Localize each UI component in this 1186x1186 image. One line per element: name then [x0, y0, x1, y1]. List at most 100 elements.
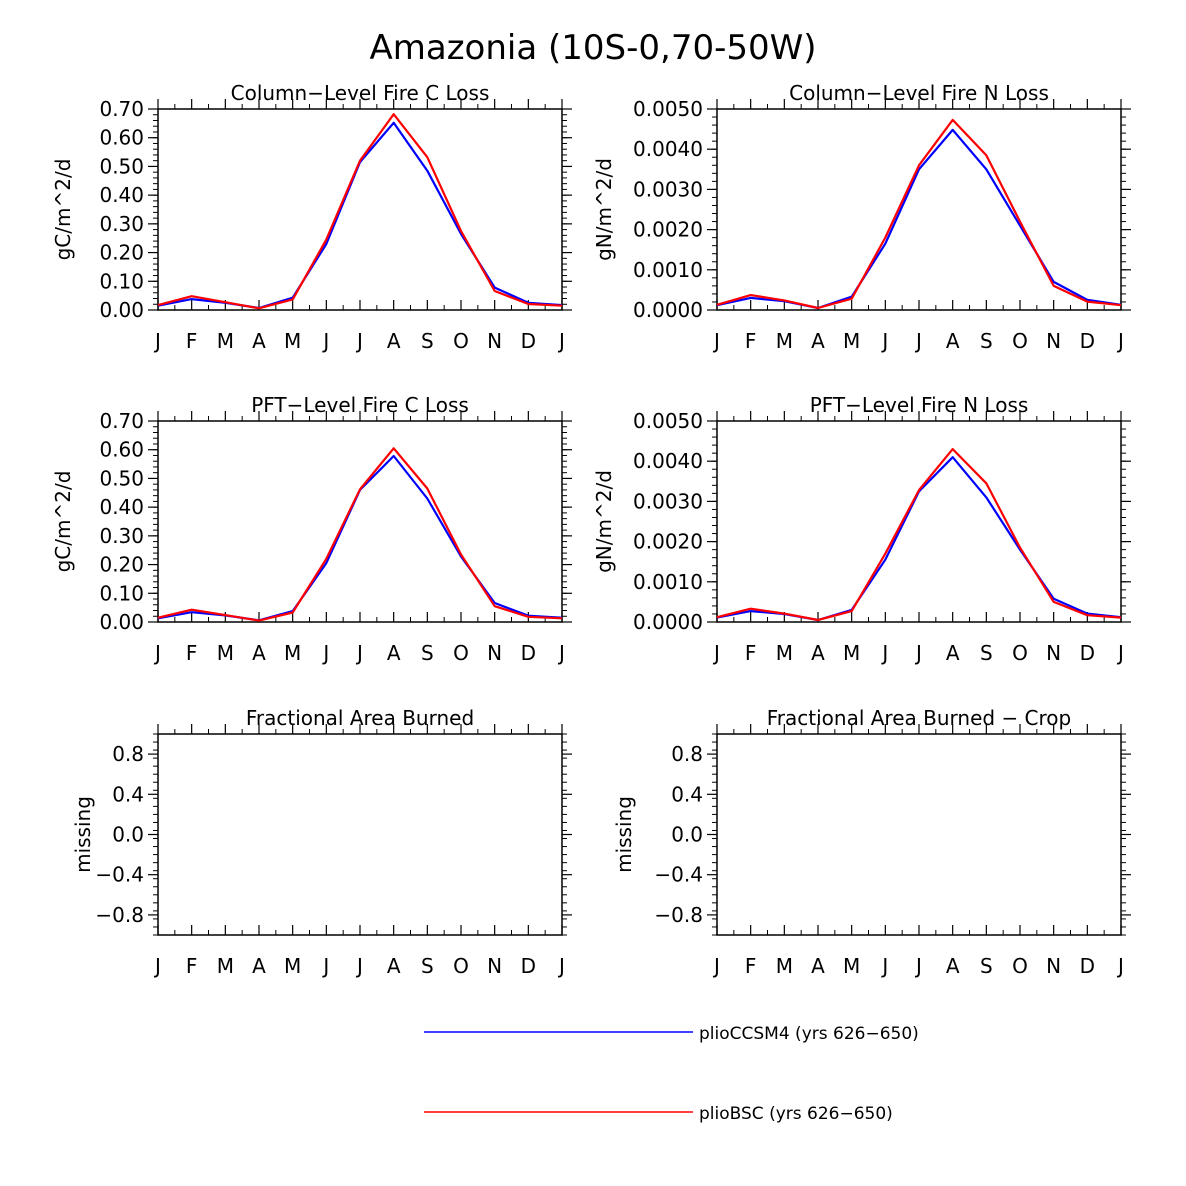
x-tick-label: M [284, 329, 301, 353]
x-tick-label: J [880, 329, 888, 353]
y-tick-label: 0.0050 [633, 409, 703, 433]
x-tick-label: F [745, 641, 757, 665]
y-tick-label: 0.00 [99, 610, 144, 634]
subplot-title: PFT−Level Fire C Loss [251, 393, 469, 417]
x-tick-label: A [811, 641, 825, 665]
plot-frame [716, 420, 1122, 623]
y-tick-label: 0.50 [99, 154, 144, 178]
series-line-plioccsm4 [157, 454, 563, 622]
y-tick-label: 0.0 [671, 823, 703, 847]
y-tick-label: 0.40 [99, 183, 144, 207]
y-tick-label: −0.8 [95, 903, 144, 927]
y-tick-label: 0.0 [112, 823, 144, 847]
y-axis-label: gC/m^2/d [51, 159, 75, 261]
y-tick-label: 0.10 [99, 269, 144, 293]
x-tick-label: O [453, 329, 469, 353]
x-tick-label: N [1046, 641, 1061, 665]
y-tick-label: 0.30 [99, 524, 144, 548]
y-tick-label: 0.70 [99, 409, 144, 433]
y-tick-label: 0.0040 [633, 449, 703, 473]
panel-6: J F M A M J J A S O N D J−0.8−0.40.00.40.8Fractional… [612, 706, 1131, 978]
subplot-title: Fractional Area Burned [246, 706, 474, 730]
x-tick-label: J [321, 641, 329, 665]
x-tick-label: F [186, 954, 198, 978]
panel-5: J F M A M J J A S O N D J−0.8−0.40.00.40.8Fractional… [71, 706, 572, 978]
x-tick-label: F [186, 641, 198, 665]
y-tick-label: 0.4 [112, 782, 144, 806]
x-tick-label: J [1116, 954, 1124, 978]
x-tick-label: A [387, 329, 401, 353]
x-tick-label: J [355, 329, 363, 353]
x-tick-label: D [1080, 329, 1095, 353]
subplot-title: Column−Level Fire C Loss [231, 81, 490, 105]
panel-3: J F M A M J J A S O N D J0.000.100.200.300.400.500.6… [51, 393, 572, 665]
y-tick-label: 0.20 [99, 553, 144, 577]
series-line-plioccsm4 [157, 121, 563, 310]
y-tick-label: 0.0000 [633, 610, 703, 634]
x-tick-label: N [1046, 329, 1061, 353]
legend-label: plioCCSM4 (yrs 626−650) [699, 1024, 919, 1044]
y-tick-label: 0.4 [671, 782, 703, 806]
plot-frame [716, 108, 1122, 311]
x-tick-label: J [712, 954, 720, 978]
x-tick-label: M [217, 641, 234, 665]
y-tick-label: 0.0040 [633, 137, 703, 161]
y-tick-label: 0.60 [99, 438, 144, 462]
x-tick-label: D [521, 329, 536, 353]
x-tick-label: F [745, 329, 757, 353]
x-tick-label: O [1012, 641, 1028, 665]
x-tick-label: M [217, 954, 234, 978]
x-tick-label: M [776, 954, 793, 978]
x-tick-label: O [453, 641, 469, 665]
panels: J F M A M J J A S O N D J0.000.100.200.300.400.500.6… [51, 81, 1131, 978]
y-tick-label: 0.20 [99, 241, 144, 265]
series-line-plioccsm4 [716, 128, 1122, 310]
x-tick-label: M [776, 329, 793, 353]
x-tick-label: J [880, 954, 888, 978]
legend-item: plioBSC (yrs 626−650) [424, 1104, 893, 1124]
y-tick-label: 0.0030 [633, 489, 703, 513]
x-tick-label: J [321, 954, 329, 978]
x-tick-label: J [1116, 329, 1124, 353]
y-tick-label: 0.8 [112, 742, 144, 766]
series-line-plioccsm4 [716, 456, 1122, 622]
x-tick-label: J [355, 954, 363, 978]
subplot-title: Fractional Area Burned − Crop [767, 706, 1071, 730]
x-tick-label: S [421, 641, 434, 665]
legend-label: plioBSC (yrs 626−650) [699, 1104, 893, 1124]
x-tick-label: A [946, 329, 960, 353]
subplot-title: PFT−Level Fire N Loss [810, 393, 1029, 417]
x-tick-label: M [776, 641, 793, 665]
series-line-pliobsc [157, 447, 563, 622]
y-tick-label: 0.70 [99, 97, 144, 121]
x-tick-label: F [186, 329, 198, 353]
x-tick-label: S [980, 329, 993, 353]
x-tick-label: J [557, 641, 565, 665]
x-tick-label: S [980, 641, 993, 665]
x-tick-label: A [946, 641, 960, 665]
x-tick-label: N [1046, 954, 1061, 978]
y-tick-label: 0.30 [99, 212, 144, 236]
x-tick-label: S [980, 954, 993, 978]
panel-2: J F M A M J J A S O N D J0.00000.00100.00200.00300.0… [592, 81, 1131, 353]
x-tick-label: J [914, 641, 922, 665]
x-tick-label: J [712, 329, 720, 353]
y-tick-label: 0.0000 [633, 298, 703, 322]
y-tick-label: 0.8 [671, 742, 703, 766]
x-tick-label: M [843, 641, 860, 665]
x-tick-label: A [252, 954, 266, 978]
x-tick-label: J [914, 329, 922, 353]
y-tick-label: 0.0010 [633, 258, 703, 282]
x-tick-label: J [153, 329, 161, 353]
x-tick-label: A [252, 641, 266, 665]
y-axis-label: missing [71, 796, 95, 873]
x-tick-label: O [453, 954, 469, 978]
x-tick-label: M [284, 954, 301, 978]
y-axis-label: missing [612, 796, 636, 873]
x-tick-label: O [1012, 329, 1028, 353]
y-tick-label: 0.0030 [633, 177, 703, 201]
series-line-pliobsc [157, 113, 563, 310]
x-tick-label: O [1012, 954, 1028, 978]
x-tick-label: M [284, 641, 301, 665]
